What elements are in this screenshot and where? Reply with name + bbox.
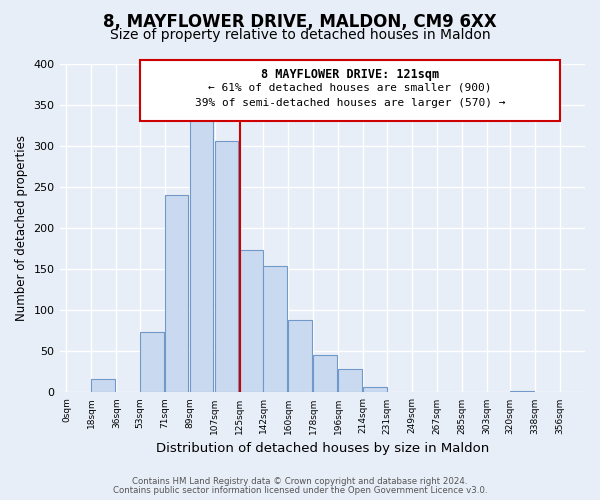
Bar	[215, 141, 238, 393]
Bar	[165, 196, 188, 392]
Bar	[263, 266, 287, 392]
Bar	[140, 332, 164, 392]
Bar	[190, 118, 214, 392]
Text: 8, MAYFLOWER DRIVE, MALDON, CM9 6XX: 8, MAYFLOWER DRIVE, MALDON, CM9 6XX	[103, 12, 497, 30]
Text: Size of property relative to detached houses in Maldon: Size of property relative to detached ho…	[110, 28, 490, 42]
Bar	[91, 380, 115, 392]
FancyBboxPatch shape	[140, 60, 560, 122]
Text: 8 MAYFLOWER DRIVE: 121sqm: 8 MAYFLOWER DRIVE: 121sqm	[261, 68, 439, 81]
Bar	[338, 370, 362, 392]
Bar	[240, 250, 263, 392]
Bar	[313, 356, 337, 393]
Bar	[289, 320, 312, 392]
Bar	[363, 386, 387, 392]
Bar	[510, 391, 534, 392]
Text: Contains HM Land Registry data © Crown copyright and database right 2024.: Contains HM Land Registry data © Crown c…	[132, 477, 468, 486]
Text: ← 61% of detached houses are smaller (900): ← 61% of detached houses are smaller (90…	[208, 83, 492, 93]
Text: Contains public sector information licensed under the Open Government Licence v3: Contains public sector information licen…	[113, 486, 487, 495]
X-axis label: Distribution of detached houses by size in Maldon: Distribution of detached houses by size …	[155, 442, 489, 455]
Y-axis label: Number of detached properties: Number of detached properties	[15, 135, 28, 321]
Text: 39% of semi-detached houses are larger (570) →: 39% of semi-detached houses are larger (…	[195, 98, 505, 108]
